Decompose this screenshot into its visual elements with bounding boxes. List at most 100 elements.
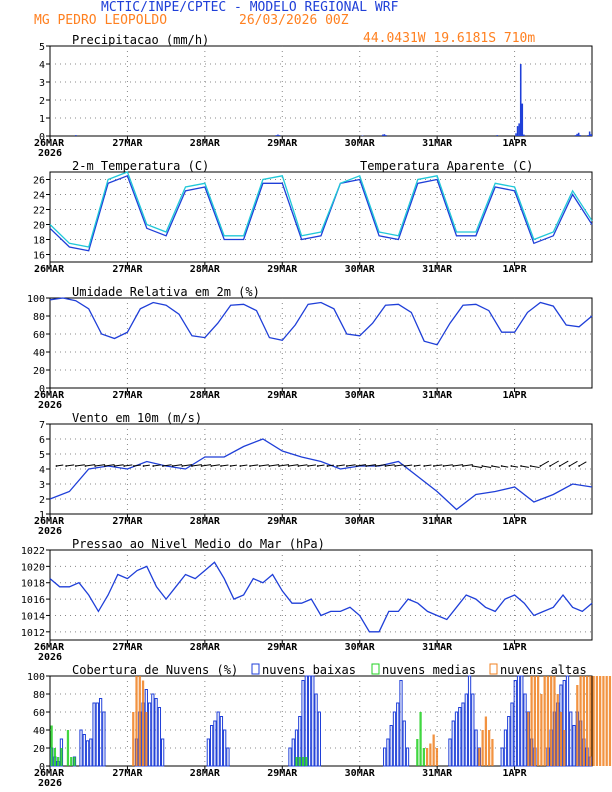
wind-arrow bbox=[414, 464, 421, 467]
cloud-bar-nuvens-altas bbox=[488, 730, 491, 766]
wind-arrow-tail bbox=[471, 465, 474, 467]
clouds-panel: 0 20 40 60 80 100 26MAR 27MAR 28MAR 29MAR 30MAR 31M… bbox=[27, 663, 612, 789]
cloud-bar-nuvens-baixas bbox=[507, 716, 511, 767]
cloud-bar-nuvens-baixas bbox=[461, 702, 465, 767]
pres-panel: 1012 1014 1016 1018 1020 1022 26MAR 27MAR 28MAR 2… bbox=[21, 537, 593, 663]
wind-xtick-label: 29MAR bbox=[267, 516, 298, 527]
cloud-bar-nuvens-baixas bbox=[383, 747, 387, 767]
wind-xtick-label: 1APR bbox=[503, 516, 528, 527]
wind-arrow bbox=[433, 464, 443, 467]
precip-xtick-label: 27MAR bbox=[112, 138, 143, 149]
wind-arrow-tail bbox=[529, 465, 532, 467]
cloud-bar-nuvens-baixas bbox=[467, 675, 472, 767]
wind-ytick-label: 6 bbox=[39, 435, 45, 446]
cloud-bar-nuvens-altas bbox=[432, 734, 435, 766]
temp-series-line bbox=[49, 174, 593, 252]
wind-arrow bbox=[443, 464, 453, 467]
rh-xtick-label: 27MAR bbox=[112, 390, 143, 401]
wind-arrow bbox=[346, 464, 356, 467]
wind-arrow-tail bbox=[394, 465, 397, 467]
temp-xtick-label: 28MAR bbox=[190, 264, 221, 275]
cloud-bar-nuvens-baixas bbox=[520, 675, 524, 767]
cloud-bar-nuvens-altas bbox=[425, 748, 429, 766]
wind-arrow-tail bbox=[84, 465, 87, 467]
temp-xtick-label: 27MAR bbox=[112, 264, 143, 275]
temp-ytick-label: 26 bbox=[33, 176, 45, 187]
cloud-bar-nuvens-baixas bbox=[147, 702, 152, 767]
precip-bar bbox=[590, 134, 592, 136]
wind-arrow bbox=[172, 464, 183, 467]
wind-arrow bbox=[530, 465, 540, 469]
wind-arrow-tail bbox=[162, 465, 164, 467]
chart-title: MCTIC/INPE/CPTEC - MODELO REGIONAL WRF bbox=[101, 0, 399, 15]
clouds-xtick-label: 29MAR bbox=[267, 768, 298, 779]
wind-arrow bbox=[201, 464, 212, 467]
wind-arrow-tail bbox=[297, 465, 300, 467]
wind-arrow-tail bbox=[462, 465, 464, 467]
cloud-bar-nuvens-altas bbox=[481, 730, 484, 766]
cloud-bar-nuvens-altas bbox=[585, 676, 589, 766]
wind-arrow bbox=[569, 460, 578, 467]
wind-arrow-tail bbox=[268, 465, 271, 467]
cloud-bar-nuvens-altas bbox=[543, 676, 546, 766]
wind-arrow bbox=[472, 465, 483, 469]
cloud-bar-nuvens-altas bbox=[145, 712, 148, 766]
wind-arrow bbox=[259, 464, 269, 467]
wind-arrow-tail bbox=[65, 465, 68, 467]
clouds-xtick-label: 1APR bbox=[503, 768, 528, 779]
cloud-bar-nuvens-altas bbox=[435, 748, 439, 766]
precip-bar bbox=[496, 135, 499, 136]
rh-xtick-label: 28MAR bbox=[190, 390, 221, 401]
wind-arrow bbox=[104, 464, 115, 467]
cloud-bar-nuvens-altas bbox=[595, 676, 599, 766]
rh-xtick-label: 1APR bbox=[503, 390, 528, 401]
pres-series-line bbox=[49, 561, 593, 633]
wind-arrow bbox=[56, 464, 64, 467]
legend-label: nuvens altas bbox=[500, 663, 587, 677]
precip-year-label: 2026 bbox=[38, 148, 62, 159]
wind-arrow-tail bbox=[74, 465, 77, 467]
precip-bar bbox=[275, 135, 278, 136]
cloud-bar-nuvens-baixas bbox=[304, 675, 308, 767]
wind-arrow bbox=[288, 464, 299, 467]
wind-arrow-tail bbox=[200, 465, 203, 467]
wind-arrow bbox=[85, 464, 96, 467]
cloud-bar-nuvens-baixas bbox=[288, 747, 292, 767]
rh-ytick-label: 60 bbox=[33, 330, 45, 341]
wind-arrow bbox=[211, 464, 220, 467]
precip-bar bbox=[277, 134, 279, 136]
legend-swatch bbox=[371, 663, 380, 675]
wind-arrow-tail bbox=[433, 465, 435, 467]
wind-arrow-tail bbox=[578, 465, 580, 467]
pres-ytick-label: 1022 bbox=[21, 546, 45, 557]
precip-bar bbox=[75, 135, 77, 136]
rh-xtick-label: 30MAR bbox=[345, 390, 376, 401]
rh-ytick-label: 40 bbox=[33, 348, 45, 359]
precip-bar bbox=[278, 135, 281, 136]
cloud-bar-nuvens-baixas bbox=[516, 675, 521, 767]
cloud-bar-nuvens-baixas bbox=[161, 738, 165, 767]
wind-arrow bbox=[356, 464, 367, 467]
cloud-bar-nuvens-baixas bbox=[513, 680, 517, 767]
wind-arrow-tail bbox=[123, 465, 126, 467]
wind-arrow-tail bbox=[220, 465, 222, 467]
cloud-bar-nuvens-baixas bbox=[79, 729, 83, 767]
cloud-bar-nuvens-baixas bbox=[317, 711, 322, 767]
precip-bar bbox=[361, 135, 364, 136]
wind-arrow bbox=[75, 464, 85, 467]
cloud-bar-nuvens-baixas bbox=[399, 680, 403, 767]
clouds-ytick-label: 40 bbox=[33, 726, 45, 737]
cloud-bar-nuvens-baixas bbox=[458, 707, 462, 767]
wind-arrow bbox=[491, 465, 500, 468]
run-time: 26/03/2026 00Z bbox=[239, 13, 349, 28]
cloud-bar-nuvens-altas bbox=[556, 694, 559, 766]
precip-xtick-label: 26MAR bbox=[34, 138, 65, 149]
cloud-bar-nuvens-baixas bbox=[95, 702, 99, 767]
wind-arrow-tail bbox=[481, 465, 484, 467]
cloud-bar-nuvens-baixas bbox=[206, 738, 210, 767]
cloud-bar-nuvens-altas bbox=[576, 685, 579, 766]
wind-arrow bbox=[182, 464, 193, 467]
wind-arrow-tail bbox=[558, 465, 561, 467]
cloud-bar-nuvens-medias bbox=[422, 748, 425, 766]
temp-panel: 16 18 20 22 24 26 26MAR 27MAR 28MAR 29MAR 30MAR 31M… bbox=[33, 159, 593, 275]
